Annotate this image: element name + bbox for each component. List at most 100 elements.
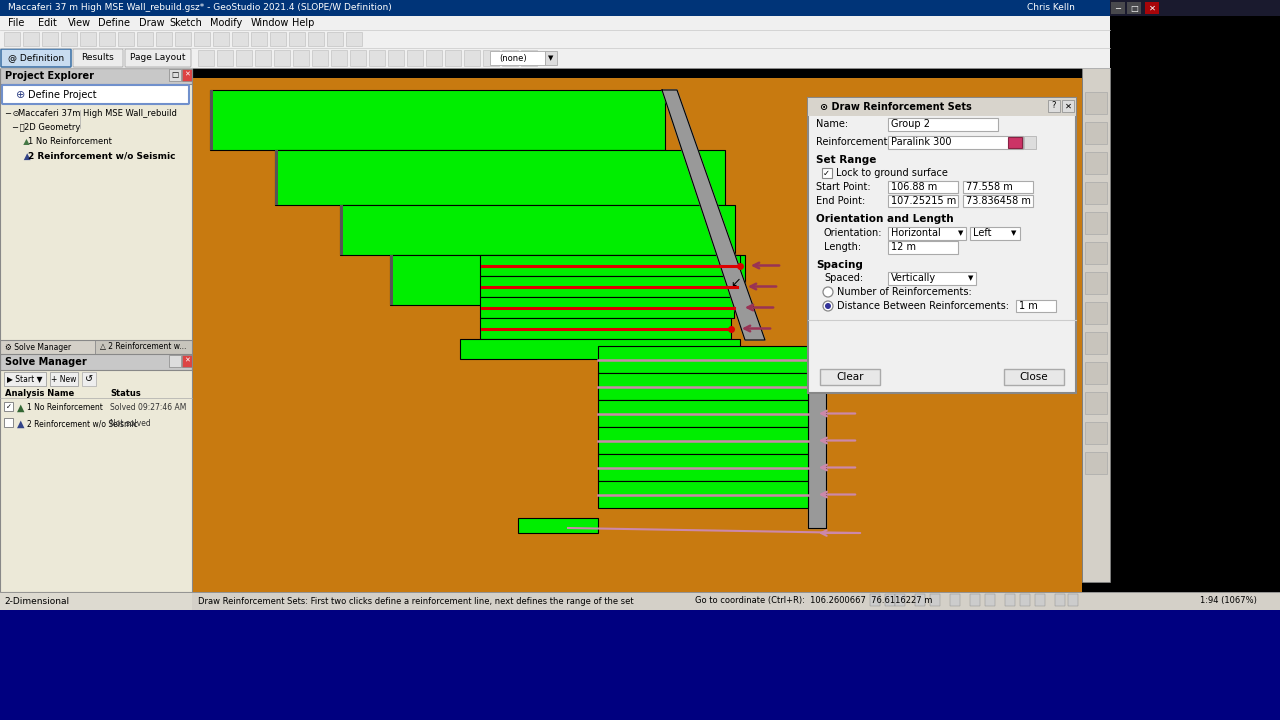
Bar [1005,594,1015,606]
Bar [808,98,1076,393]
Bar [289,32,305,46]
Text: View: View [68,18,91,28]
Bar [1085,182,1107,204]
Bar [0,30,1110,48]
Text: Lock to ground surface: Lock to ground surface [836,168,948,178]
Text: Horizontal: Horizontal [891,228,941,238]
Bar [963,181,1033,193]
Bar [198,50,214,66]
Text: Vertically: Vertically [891,273,936,283]
Text: ─ 📁: ─ 📁 [12,124,24,132]
Bar [1085,92,1107,114]
Bar [193,78,1082,592]
Bar [822,168,832,178]
Bar [1082,68,1110,582]
Bar [79,32,96,46]
FancyBboxPatch shape [3,85,189,104]
Bar [349,50,366,66]
Bar [388,50,404,66]
Bar [275,150,278,205]
Bar [598,346,808,373]
Bar [598,481,808,508]
Text: + New: + New [51,374,77,384]
Text: ✓: ✓ [823,168,829,178]
Text: ▼: ▼ [1011,230,1016,236]
Bar [0,340,192,354]
Bar [888,136,1023,149]
Bar [390,255,393,305]
Bar [4,32,20,46]
Text: Solve Manager: Solve Manager [5,357,87,367]
Bar [4,372,46,386]
Bar [480,276,737,297]
Bar [1085,272,1107,294]
Text: 2-Dimensional: 2-Dimensional [4,596,69,606]
Text: Length:: Length: [824,242,861,252]
Bar [963,195,1033,207]
Text: Clear: Clear [836,372,864,382]
Bar [312,50,328,66]
Text: 1:94 (1067%): 1:94 (1067%) [1201,596,1257,606]
Bar [1085,122,1107,144]
Text: Set Range: Set Range [817,155,877,165]
Bar [212,32,229,46]
Bar [0,68,192,340]
Bar [1085,242,1107,264]
Bar [293,50,308,66]
Text: Go to coordinate (Ctrl+R):  106.2600667  76.6116227 m: Go to coordinate (Ctrl+R): 106.2600667 7… [695,596,932,606]
Bar [518,518,598,533]
Text: Group 2: Group 2 [891,119,931,129]
Text: (none): (none) [499,53,527,63]
Bar [0,354,192,370]
Circle shape [823,301,833,311]
Bar [182,69,192,81]
Text: 2 Reinforcement w/o Seismic: 2 Reinforcement w/o Seismic [27,420,138,428]
Text: Sketch: Sketch [169,18,202,28]
Bar [480,318,731,339]
Text: Orientation:: Orientation: [824,228,882,238]
Bar [820,369,881,385]
Bar [82,372,96,386]
Text: ▲: ▲ [18,138,29,146]
Bar [308,32,324,46]
Text: Define Project: Define Project [28,90,96,100]
Text: @ Definition: @ Definition [8,53,64,63]
Text: Edit: Edit [38,18,56,28]
Bar [598,400,808,427]
Polygon shape [808,346,826,528]
Text: Number of Reinforcements:: Number of Reinforcements: [837,287,972,297]
Bar [236,50,252,66]
Bar [346,32,362,46]
Text: 1 No Reinforcement: 1 No Reinforcement [28,138,111,146]
Bar [915,594,925,606]
Bar [1004,369,1064,385]
Bar [1016,300,1056,312]
Bar [970,227,1020,240]
Bar [369,50,385,66]
Bar [950,594,960,606]
Text: ▼: ▼ [957,230,964,236]
Bar [1126,2,1140,14]
Text: ─: ─ [1115,4,1120,12]
Bar [0,592,1280,610]
Text: Solved 09:27:46 AM: Solved 09:27:46 AM [110,403,187,413]
Bar [390,255,745,305]
Bar [1024,136,1036,149]
Bar [4,402,13,411]
Bar [1085,392,1107,414]
Bar [1111,2,1125,14]
Text: ─ ⊙: ─ ⊙ [5,109,19,119]
Polygon shape [662,90,765,340]
Bar [210,90,212,150]
Bar [1085,422,1107,444]
Text: 1 No Reinforcement: 1 No Reinforcement [27,403,102,413]
Text: Analysis Name: Analysis Name [5,389,74,397]
Bar [480,297,733,318]
Bar [0,592,192,610]
Bar [1085,302,1107,324]
Bar [326,32,343,46]
Bar [0,354,192,594]
Bar [598,373,808,400]
Text: □: □ [1130,4,1138,12]
FancyBboxPatch shape [73,49,123,67]
